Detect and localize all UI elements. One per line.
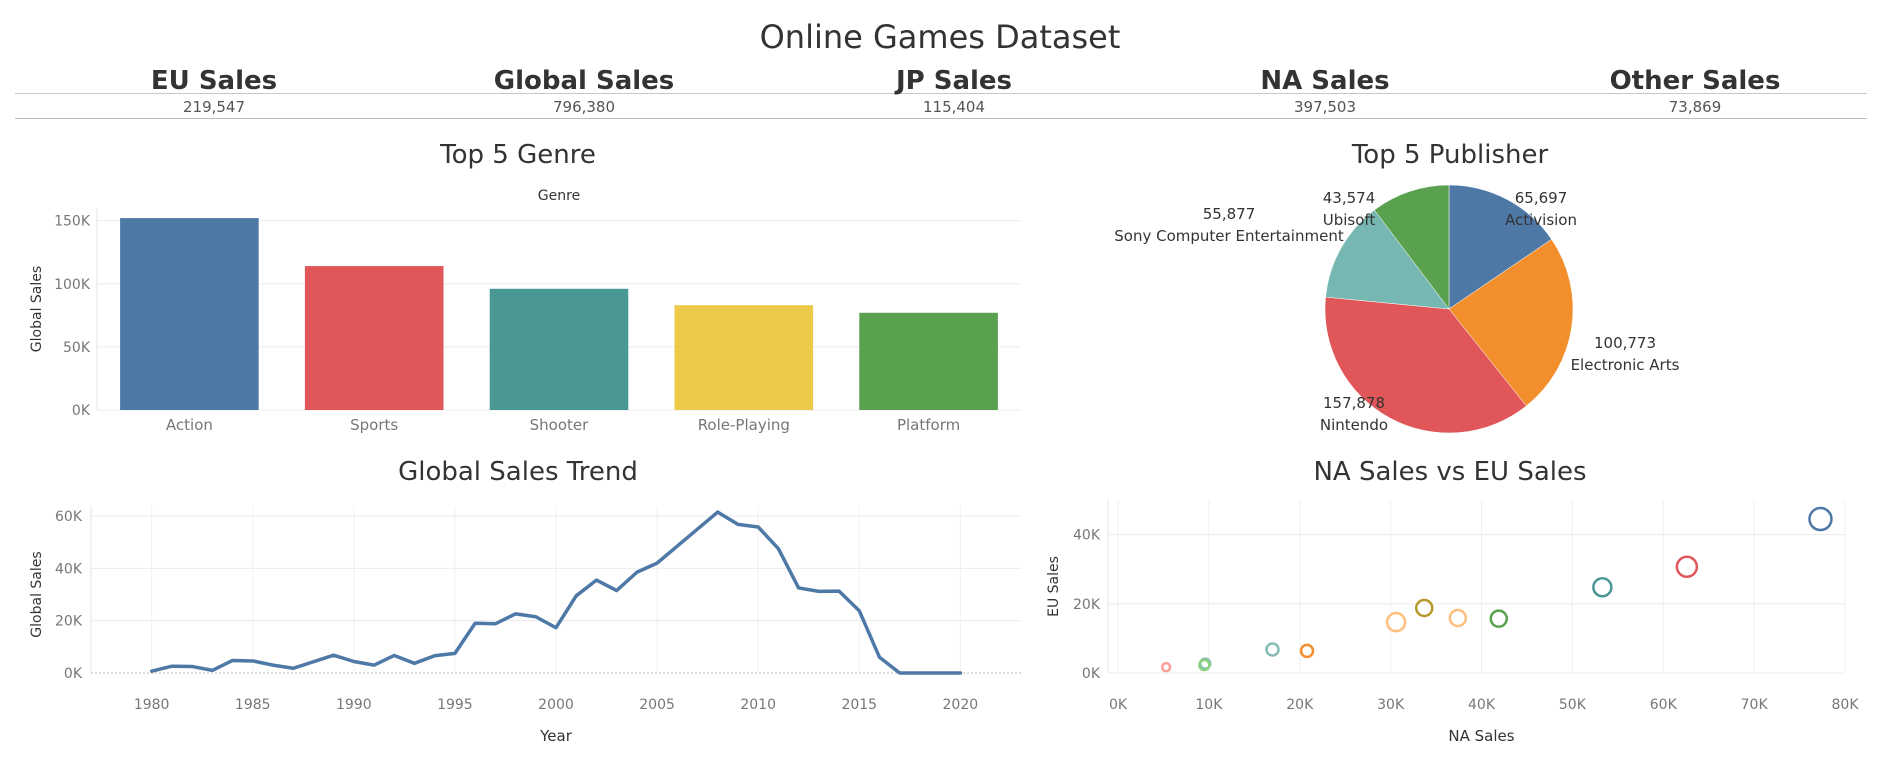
kpi-value: 73,869 [1668, 98, 1722, 116]
trend-chart-title: Global Sales Trend [398, 457, 638, 487]
scatter-point[interactable] [1385, 611, 1407, 633]
y-tick-label: 50K [63, 340, 91, 356]
y-axis-label: Global Sales [29, 266, 45, 352]
x-axis-label: Year [539, 727, 573, 745]
x-tick-label: 0K [1109, 697, 1128, 713]
pie-slice-label: Nintendo [1320, 416, 1388, 434]
kpi-value: 796,380 [552, 98, 616, 116]
kpi-divider [15, 93, 1867, 94]
global-sales-line[interactable] [149, 510, 963, 675]
pie-slice-label: Electronic Arts [1571, 356, 1680, 374]
x-tick-label: Action [166, 416, 213, 434]
kpi-other-sales[interactable]: Other Sales 73,869 [1545, 64, 1845, 116]
y-tick-label: 40K [1073, 528, 1101, 544]
x-tick-label: Shooter [530, 416, 589, 434]
kpi-label: JP Sales [895, 66, 1013, 96]
pie-slice-ubisoft[interactable] [1373, 184, 1450, 310]
bar-action[interactable] [120, 218, 259, 410]
kpi-label: NA Sales [1260, 66, 1390, 96]
kpi-value: 219,547 [182, 98, 246, 116]
x-tick-label: 50K [1559, 697, 1587, 713]
kpi-global-sales[interactable]: Global Sales 796,380 [434, 64, 734, 116]
kpi-label: EU Sales [150, 66, 278, 96]
bar-platform[interactable] [859, 312, 998, 410]
kpi-value: 397,503 [1293, 98, 1357, 116]
scatter-point[interactable] [1198, 658, 1211, 672]
pie-value-label: 55,877 [1203, 205, 1256, 223]
kpi-value: 115,404 [922, 98, 986, 116]
x-tick-label: 60K [1650, 697, 1678, 713]
scatter-point[interactable] [1160, 661, 1172, 673]
bar-shooter[interactable] [489, 288, 629, 410]
y-tick-label: 0K [1082, 666, 1101, 682]
scatter-point[interactable] [1675, 555, 1699, 579]
scatter-chart-title: NA Sales vs EU Sales [1313, 457, 1587, 487]
kpi-na-sales[interactable]: NA Sales 397,503 [1175, 64, 1475, 116]
pie-slice-label: Activision [1505, 211, 1577, 229]
x-tick-label: 80K [1832, 697, 1860, 713]
scatter-point[interactable] [1489, 609, 1509, 628]
y-axis-label: EU Sales [1046, 556, 1062, 617]
y-tick-label: 40K [55, 561, 83, 577]
kpi-jp-sales[interactable]: JP Sales 115,404 [804, 64, 1104, 116]
x-tick-label: 2000 [538, 697, 574, 713]
y-tick-label: 20K [55, 614, 83, 630]
pie-value-label: 65,697 [1515, 189, 1568, 207]
x-tick-label: Role-Playing [698, 416, 790, 434]
x-tick-label: 1980 [134, 697, 170, 713]
scatter-point[interactable] [1299, 643, 1315, 659]
x-tick-label: 2010 [740, 697, 776, 713]
x-tick-label: Sports [350, 416, 398, 434]
x-tick-label: Platform [897, 416, 960, 434]
x-tick-label: 30K [1377, 697, 1405, 713]
pie-value-label: 157,878 [1323, 394, 1385, 412]
scatter-point[interactable] [1414, 598, 1434, 618]
pie-slice-label: Sony Computer Entertainment [1114, 227, 1344, 245]
pie-slice-activision[interactable] [1448, 184, 1552, 310]
y-tick-label: 60K [55, 509, 83, 525]
x-tick-label: 20K [1286, 697, 1314, 713]
publisher-chart-title: Top 5 Publisher [1351, 140, 1549, 170]
scatter-point[interactable] [1808, 506, 1833, 532]
y-axis-label: Global Sales [29, 551, 45, 637]
dashboard-title: Online Games Dataset [759, 18, 1121, 56]
x-tick-label: 1990 [336, 697, 372, 713]
y-tick-label: 0K [64, 666, 83, 682]
x-tick-label: 1985 [235, 697, 271, 713]
bar-sports[interactable] [304, 266, 444, 410]
x-tick-label: 40K [1468, 697, 1496, 713]
kpi-row: EU Sales 219,547 Global Sales 796,380 JP… [15, 64, 1867, 119]
bar-role-playing[interactable] [674, 305, 814, 410]
pie-slice-nintendo[interactable] [1324, 296, 1527, 434]
x-tick-label: 10K [1195, 697, 1223, 713]
x-axis-label: NA Sales [1448, 727, 1514, 745]
kpi-label: Other Sales [1609, 66, 1781, 96]
kpi-eu-sales[interactable]: EU Sales 219,547 [64, 64, 364, 116]
x-tick-label: 2005 [639, 697, 675, 713]
pie-slice-electronic-arts[interactable] [1448, 238, 1574, 407]
x-tick-label: 2020 [943, 697, 979, 713]
scatter-point[interactable] [1265, 642, 1280, 657]
pie-value-label: 43,574 [1323, 189, 1376, 207]
genre-chart-title: Top 5 Genre [440, 140, 596, 170]
y-tick-label: 20K [1073, 597, 1101, 613]
y-tick-label: 100K [54, 277, 91, 293]
x-tick-label: 2015 [841, 697, 877, 713]
pie-slice-sony-computer-entertainment[interactable] [1325, 209, 1450, 310]
y-tick-label: 150K [54, 214, 91, 230]
y-tick-label: 0K [72, 403, 91, 419]
scatter-point[interactable] [1592, 576, 1613, 598]
x-tick-label: 70K [1741, 697, 1769, 713]
pie-value-label: 100,773 [1594, 334, 1656, 352]
x-tick-label: 1995 [437, 697, 473, 713]
genre-header: Genre [538, 188, 580, 204]
pie-slice-label: Ubisoft [1323, 211, 1376, 229]
scatter-point[interactable] [1448, 608, 1468, 628]
kpi-label: Global Sales [493, 66, 675, 96]
